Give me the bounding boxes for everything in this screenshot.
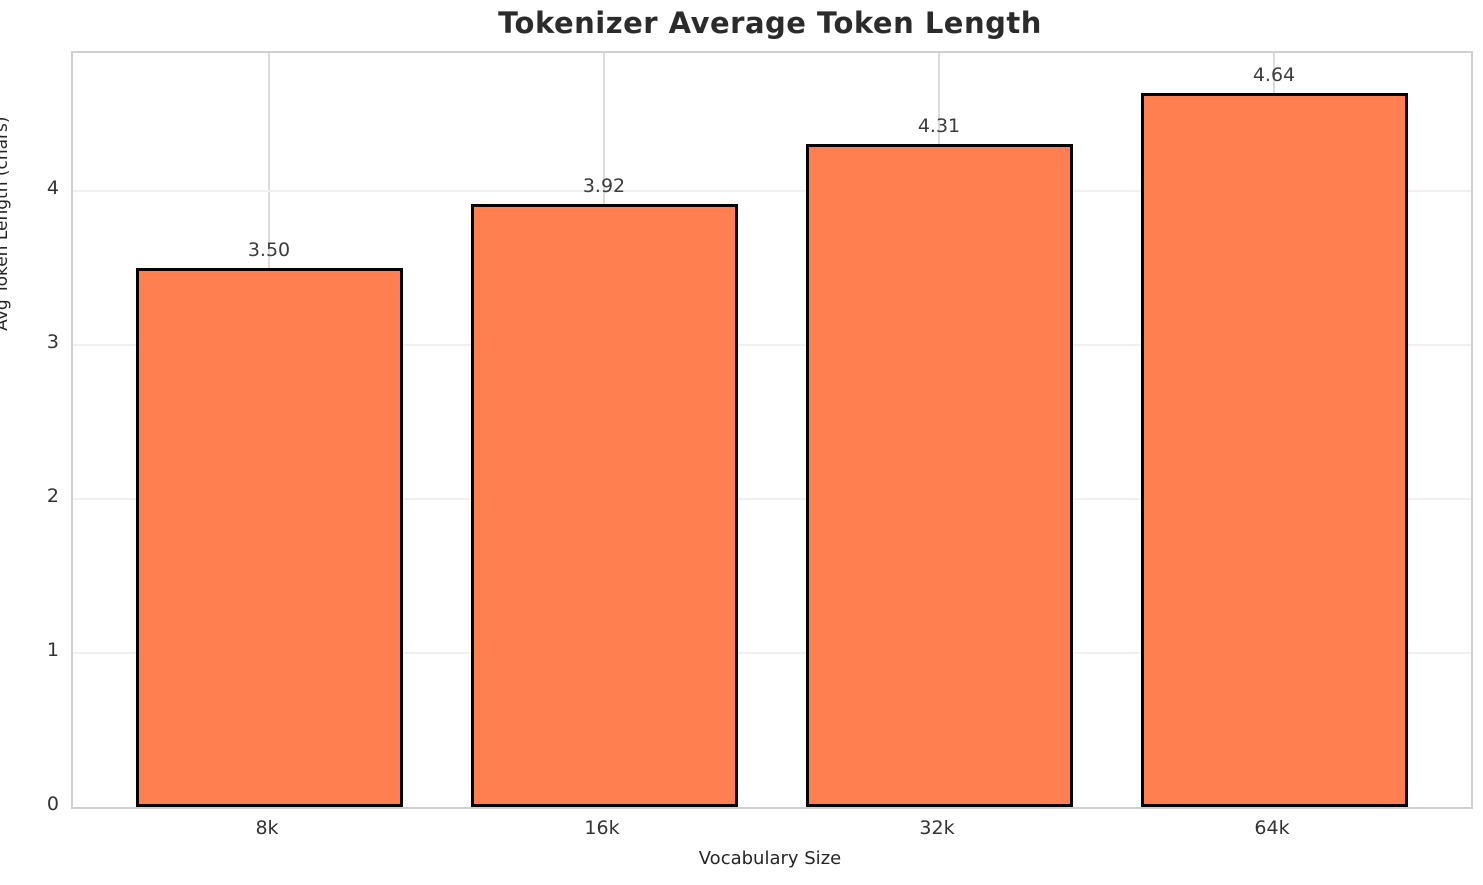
y-tick-label: 4 xyxy=(46,177,59,200)
bar xyxy=(1140,93,1408,807)
bar xyxy=(470,203,738,807)
x-tick-label: 16k xyxy=(584,817,620,839)
y-tick-label: 3 xyxy=(46,331,59,354)
bar-value-label: 3.92 xyxy=(582,174,626,197)
gridline-horizontal xyxy=(73,652,1471,655)
y-tick-label: 0 xyxy=(46,793,59,815)
bar-value-label: 4.64 xyxy=(1252,64,1296,86)
bar-value-label: 3.50 xyxy=(247,239,291,262)
x-tick-label: 64k xyxy=(1254,817,1290,839)
gridline-horizontal xyxy=(73,498,1471,501)
gridline-horizontal xyxy=(73,344,1471,347)
bar xyxy=(805,143,1073,807)
x-tick-label: 8k xyxy=(255,817,279,839)
plot-area: 3.50 3.92 4.31 4.64 xyxy=(71,51,1473,809)
y-axis-label: Avg Token Length (chars) xyxy=(0,116,12,331)
y-tick-label: 1 xyxy=(46,639,59,662)
bar xyxy=(135,268,403,807)
x-axis-label: Vocabulary Size xyxy=(698,848,842,869)
gridline-horizontal xyxy=(73,190,1471,193)
y-tick-label: 2 xyxy=(46,485,59,508)
x-tick-label: 32k xyxy=(919,817,955,839)
chart-title: Tokenizer Average Token Length xyxy=(498,6,1042,40)
bar-value-label: 4.31 xyxy=(917,114,961,137)
